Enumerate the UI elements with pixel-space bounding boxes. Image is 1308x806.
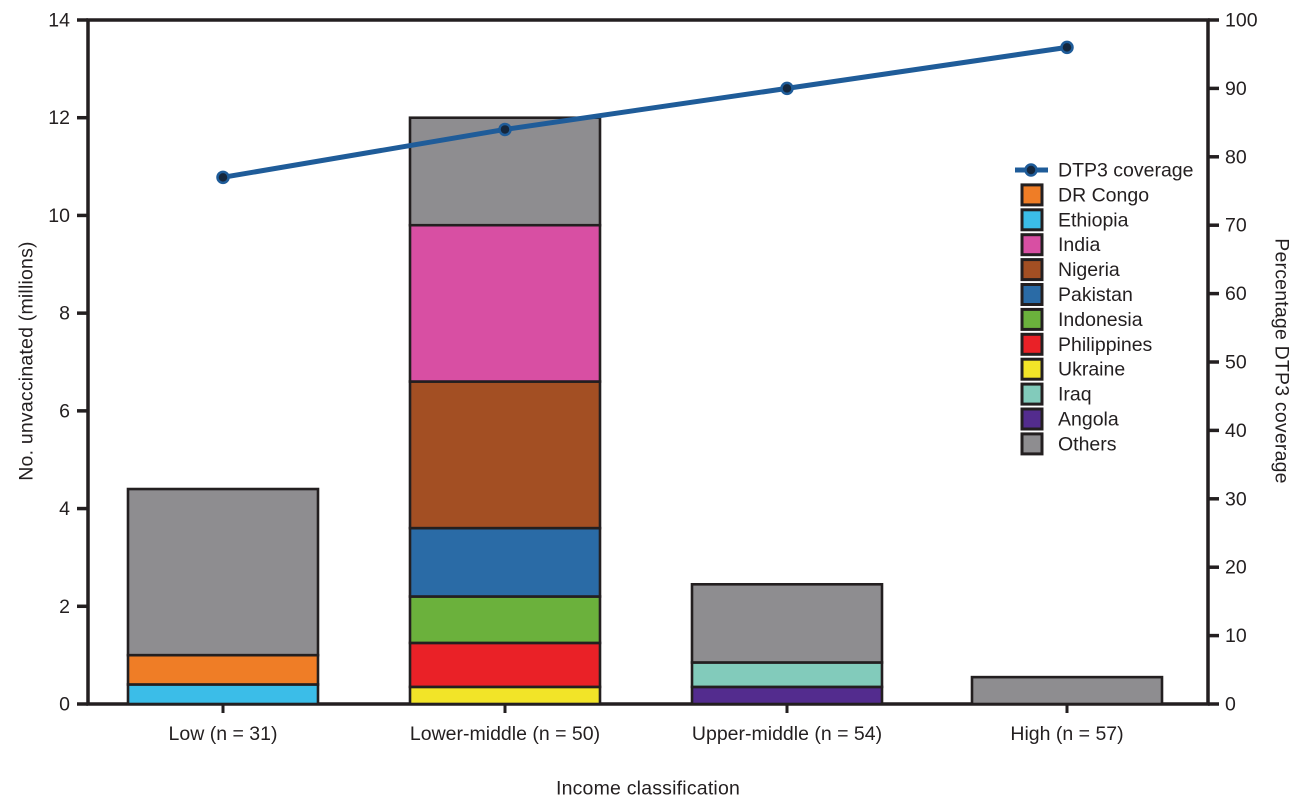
left-axis-tick-label: 2 (59, 596, 70, 618)
x-axis-category-label: Low (n = 31) (169, 723, 278, 745)
right-axis-tick-label: 30 (1225, 488, 1247, 510)
bar-segment-iraq (690, 661, 884, 689)
legend-swatch-indonesia (1020, 307, 1044, 331)
legend-label-others: Others (1058, 433, 1117, 455)
legend-swatch-iraq (1020, 382, 1044, 406)
legend-swatch-ukraine (1020, 357, 1044, 381)
legend-line-marker-icon (1024, 163, 1038, 177)
left-axis-tick-label: 14 (48, 10, 70, 32)
right-axis-tick-label: 0 (1225, 694, 1236, 716)
legend-swatch-philippines (1020, 332, 1044, 356)
legend-label-iraq: Iraq (1058, 384, 1092, 406)
right-axis-tick-label: 40 (1225, 420, 1247, 442)
left-axis-tick-label: 6 (59, 400, 70, 422)
legend-swatch-ethiopia (1020, 208, 1044, 232)
right-axis-tick-label: 80 (1225, 146, 1247, 168)
dtp3-coverage-marker (1060, 40, 1074, 55)
bar-segment-philippines (408, 641, 602, 689)
bar-segment-dr-congo (126, 653, 320, 686)
legend-label-indonesia: Indonesia (1058, 309, 1143, 331)
right-axis-tick-label: 20 (1225, 557, 1247, 579)
left-axis-tick-label: 8 (59, 303, 70, 325)
legend-label-ethiopia: Ethiopia (1058, 209, 1129, 231)
bar-segment-others (126, 487, 320, 657)
legend-swatch-others (1020, 432, 1044, 456)
left-axis-tick-label: 10 (48, 205, 70, 227)
legend-label-pakistan: Pakistan (1058, 284, 1133, 306)
legend-label-ukraine: Ukraine (1058, 359, 1125, 381)
bar-segment-nigeria (408, 380, 602, 530)
right-axis-tick-label: 70 (1225, 215, 1247, 237)
legend-label-dtp3-coverage: DTP3 coverage (1058, 160, 1193, 182)
bar-segment-ethiopia (126, 683, 320, 706)
right-y-axis-title: Percentage DTP3 coverage (1270, 238, 1293, 484)
legend-label-dr-congo: DR Congo (1058, 184, 1149, 206)
right-axis-tick-label: 50 (1225, 352, 1247, 374)
right-axis-tick-label: 100 (1225, 10, 1258, 32)
legend-label-india: India (1058, 234, 1100, 256)
legend-label-philippines: Philippines (1058, 334, 1153, 356)
left-axis-tick-label: 0 (59, 694, 70, 716)
dtp3-coverage-marker (216, 170, 230, 185)
x-axis-title: Income classification (555, 777, 741, 800)
legend-swatch-india (1020, 233, 1044, 257)
right-axis-tick-label: 10 (1225, 625, 1247, 647)
legend-swatch-dr-congo (1020, 183, 1044, 207)
bar-segment-others (970, 675, 1164, 706)
x-axis-category-label: Upper-middle (n = 54) (692, 723, 882, 745)
bar-segment-ukraine (408, 685, 602, 706)
dtp3-coverage-line (222, 44, 1068, 180)
left-axis-tick-label: 12 (48, 107, 70, 129)
bar-segment-indonesia (408, 595, 602, 645)
right-axis-tick-label: 60 (1225, 283, 1247, 305)
left-axis-tick-label: 4 (59, 498, 70, 520)
dtp3-coverage-marker (780, 81, 794, 96)
right-axis-tick-label: 90 (1225, 78, 1247, 100)
x-axis-category-label: Lower-middle (n = 50) (410, 723, 600, 745)
bar-segment-angola (690, 685, 884, 706)
left-y-axis-title: No. unvaccinated (millions) (15, 241, 38, 481)
legend-swatch-angola (1020, 407, 1044, 431)
bar-segment-others (690, 582, 884, 664)
x-axis-category-label: High (n = 57) (1010, 723, 1123, 745)
legend-label-nigeria: Nigeria (1058, 259, 1120, 281)
legend-label-angola: Angola (1058, 409, 1119, 431)
dtp3-coverage-marker (498, 122, 512, 137)
legend-swatch-nigeria (1020, 258, 1044, 282)
bar-segment-pakistan (408, 526, 602, 598)
legend-swatch-pakistan (1020, 283, 1044, 306)
bar-segment-india (408, 223, 602, 383)
